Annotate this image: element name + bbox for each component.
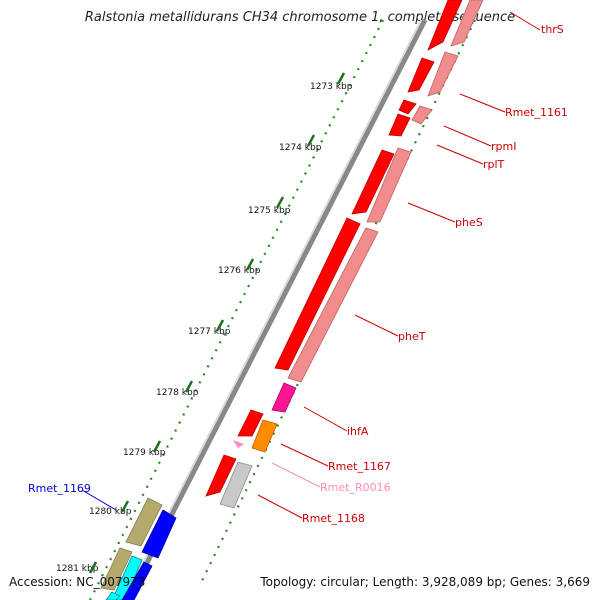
tick-mark xyxy=(275,196,285,209)
gene-pheS-reverse[interactable] xyxy=(366,147,412,223)
label-Rmet_1167[interactable]: Rmet_1167 xyxy=(328,460,391,473)
label-Rmet_1168[interactable]: Rmet_1168 xyxy=(302,512,365,525)
callout-thrS xyxy=(509,11,541,31)
label-Rmet_R0016[interactable]: Rmet_R0016 xyxy=(320,481,391,494)
gene-Rmet_1168-gray[interactable] xyxy=(219,461,253,509)
accession-text: Accession: NC_007973 xyxy=(9,575,146,589)
callout-ihfA xyxy=(303,406,348,432)
tick-mark xyxy=(152,440,162,453)
callout-lines xyxy=(81,11,541,519)
gene-Rmet_R0016-marker[interactable] xyxy=(233,440,244,448)
tick-label: 1281 kbp xyxy=(56,564,99,574)
tick-mark xyxy=(215,319,225,332)
gene-thrS-reverse[interactable] xyxy=(450,0,484,47)
tick-label: 1275 kbp xyxy=(248,206,291,216)
gene-rpmI-forward[interactable] xyxy=(398,99,417,115)
gene-olive-2[interactable] xyxy=(100,547,133,591)
callout-Rmet_1167 xyxy=(280,443,329,467)
outer-tick-ring xyxy=(89,19,384,600)
chromosome-backbone-highlight xyxy=(123,19,422,600)
label-thrS[interactable]: thrS xyxy=(541,23,564,36)
callout-Rmet_1161 xyxy=(459,93,506,113)
tick-label: 1277 kbp xyxy=(188,327,231,337)
gene-pheS-forward[interactable] xyxy=(351,149,395,215)
tick-mark xyxy=(120,500,130,513)
gene-pheT-reverse[interactable] xyxy=(287,227,379,383)
tick-label: 1274 kbp xyxy=(279,143,322,153)
gene-rpmI-reverse[interactable] xyxy=(411,105,433,125)
inner-tick-ring xyxy=(199,19,476,586)
gene-Rmet_1161-reverse[interactable] xyxy=(427,51,459,97)
callout-pheT xyxy=(354,314,399,337)
gene-olive-1[interactable] xyxy=(125,497,163,547)
tick-labels: 1273 kbp 1274 kbp 1275 kbp 1276 kbp 1277 kbp… xyxy=(56,72,353,574)
gene-cyan-2[interactable] xyxy=(105,591,121,600)
tick-label: 1276 kbp xyxy=(218,266,261,276)
callout-Rmet_1168 xyxy=(257,494,303,519)
gene-Rmet_1161-forward[interactable] xyxy=(407,57,435,93)
tick-mark xyxy=(245,258,255,271)
tick-mark xyxy=(88,561,98,574)
topology-text: Topology: circular; Length: 3,928,089 bp… xyxy=(260,575,590,589)
tick-mark xyxy=(306,134,316,147)
label-ihfA[interactable]: ihfA xyxy=(347,425,369,438)
callout-pheS xyxy=(407,202,456,223)
chromosome-backbone xyxy=(125,18,428,600)
tick-mark xyxy=(336,72,346,85)
callout-rplT xyxy=(436,144,484,165)
tick-mark xyxy=(184,380,194,393)
callout-rpmI xyxy=(443,125,492,147)
gene-cyan-1[interactable] xyxy=(111,555,143,600)
gene-pheT-forward[interactable] xyxy=(274,217,361,371)
gene-ihfA-pink[interactable] xyxy=(271,382,297,413)
label-Rmet_1169[interactable]: Rmet_1169 xyxy=(28,482,91,495)
gene-features xyxy=(100,0,484,600)
tick-label: 1279 kbp xyxy=(123,448,166,458)
gene-blue-1[interactable] xyxy=(141,509,177,559)
gene-ihfA-forward[interactable] xyxy=(237,409,264,437)
tick-label: 1278 kbp xyxy=(156,388,199,398)
label-rpmI[interactable]: rpmI xyxy=(491,140,516,153)
label-pheT[interactable]: pheT xyxy=(398,330,426,343)
gene-Rmet_1167-orange[interactable] xyxy=(251,419,278,453)
callout-Rmet_R0016 xyxy=(271,462,321,488)
tick-label: 1273 kbp xyxy=(310,82,353,92)
map-title: Ralstonia metallidurans CH34 chromosome … xyxy=(84,10,516,25)
label-rplT[interactable]: rplT xyxy=(483,158,505,171)
gene-Rmet_1168-forward[interactable] xyxy=(205,454,237,497)
tick-label: 1280 kbp xyxy=(89,507,132,517)
gene-rplT-forward[interactable] xyxy=(388,113,411,137)
gene-thrS-forward[interactable] xyxy=(427,0,463,51)
gene-labels: thrS Rmet_1161 rpmI rplT pheS pheT ihfA … xyxy=(28,23,568,525)
label-Rmet_1161[interactable]: Rmet_1161 xyxy=(505,106,568,119)
callout-Rmet_1169 xyxy=(81,489,117,511)
label-pheS[interactable]: pheS xyxy=(455,216,483,229)
gene-blue-2[interactable] xyxy=(121,561,153,600)
